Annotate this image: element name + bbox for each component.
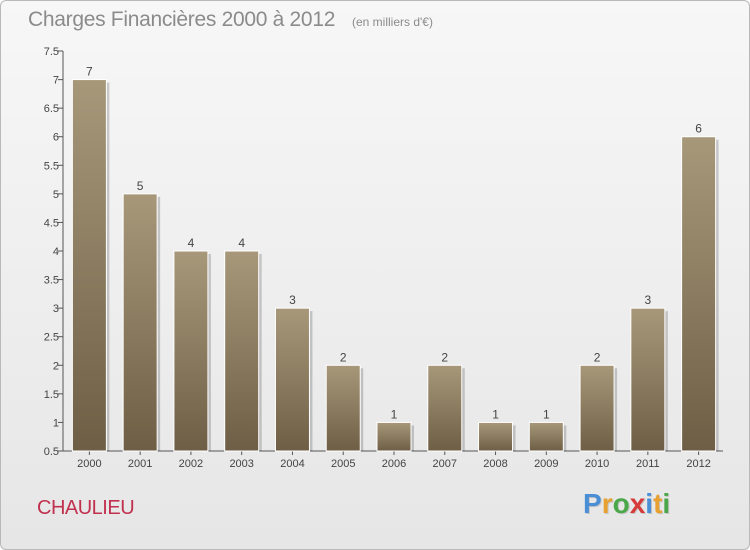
x-tick-label: 2011 [636,458,660,470]
logo-letter: i [645,488,653,520]
value-label: 5 [137,179,144,193]
chart-bars [72,80,718,451]
y-tick-label: 5.5 [44,160,59,172]
y-tick-label: 6 [53,132,59,144]
y-tick-label: 6.5 [44,103,59,115]
bar [377,422,411,451]
bar [72,80,106,451]
x-tick-label: 2007 [433,458,457,470]
y-tick-label: 2 [53,360,59,372]
bar [428,365,462,451]
x-tick-label: 2003 [229,458,253,470]
bar [326,365,360,451]
bar [123,194,157,451]
x-tick-label: 2008 [483,458,507,470]
bar [174,251,208,451]
value-label: 4 [188,236,195,250]
bar [580,365,614,451]
x-tick-label: 2004 [280,458,304,470]
y-tick-label: 5 [53,189,59,201]
commune-name: CHAULIEU [37,497,134,520]
value-label: 4 [238,236,245,250]
bar [682,137,716,451]
bar [479,422,513,451]
logo-letter: r [602,488,613,520]
value-label: 1 [492,407,499,421]
bar [225,251,259,451]
value-label: 3 [289,293,296,307]
y-tick-label: 3 [53,303,59,315]
x-tick-label: 2005 [331,458,355,470]
value-label: 2 [340,350,347,364]
y-tick-label: 2.5 [44,332,59,344]
value-label: 6 [695,122,702,136]
bar [275,308,309,451]
y-tick-label: 3.5 [44,275,59,287]
value-label: 2 [594,350,601,364]
logo-letter: t [653,488,662,520]
logo-letter: o [613,488,630,520]
value-label: 1 [391,407,398,421]
y-tick-label: 7 [53,75,59,87]
logo-letter: x [630,488,646,520]
x-tick-label: 2006 [382,458,406,470]
x-tick-label: 2010 [585,458,609,470]
x-tick-label: 2012 [686,458,710,470]
bar [631,308,665,451]
logo-letter: P [583,488,602,520]
y-tick-label: 4.5 [44,217,59,229]
y-tick-label: 4 [53,246,59,258]
x-tick-label: 2001 [128,458,152,470]
proxiti-logo[interactable]: Proxiti [583,488,670,520]
x-tick-label: 2009 [534,458,558,470]
value-label: 2 [441,350,448,364]
y-tick-label: 0.5 [44,446,59,458]
x-tick-label: 2000 [77,458,101,470]
y-tick-label: 1.5 [44,389,59,401]
logo-letter: i [662,488,670,520]
x-tick-label: 2002 [179,458,203,470]
value-label: 7 [86,65,93,79]
value-label: 1 [543,407,550,421]
y-tick-label: 1 [53,417,59,429]
bar [529,422,563,451]
value-label: 3 [645,293,652,307]
y-tick-label: 7.5 [44,46,59,58]
